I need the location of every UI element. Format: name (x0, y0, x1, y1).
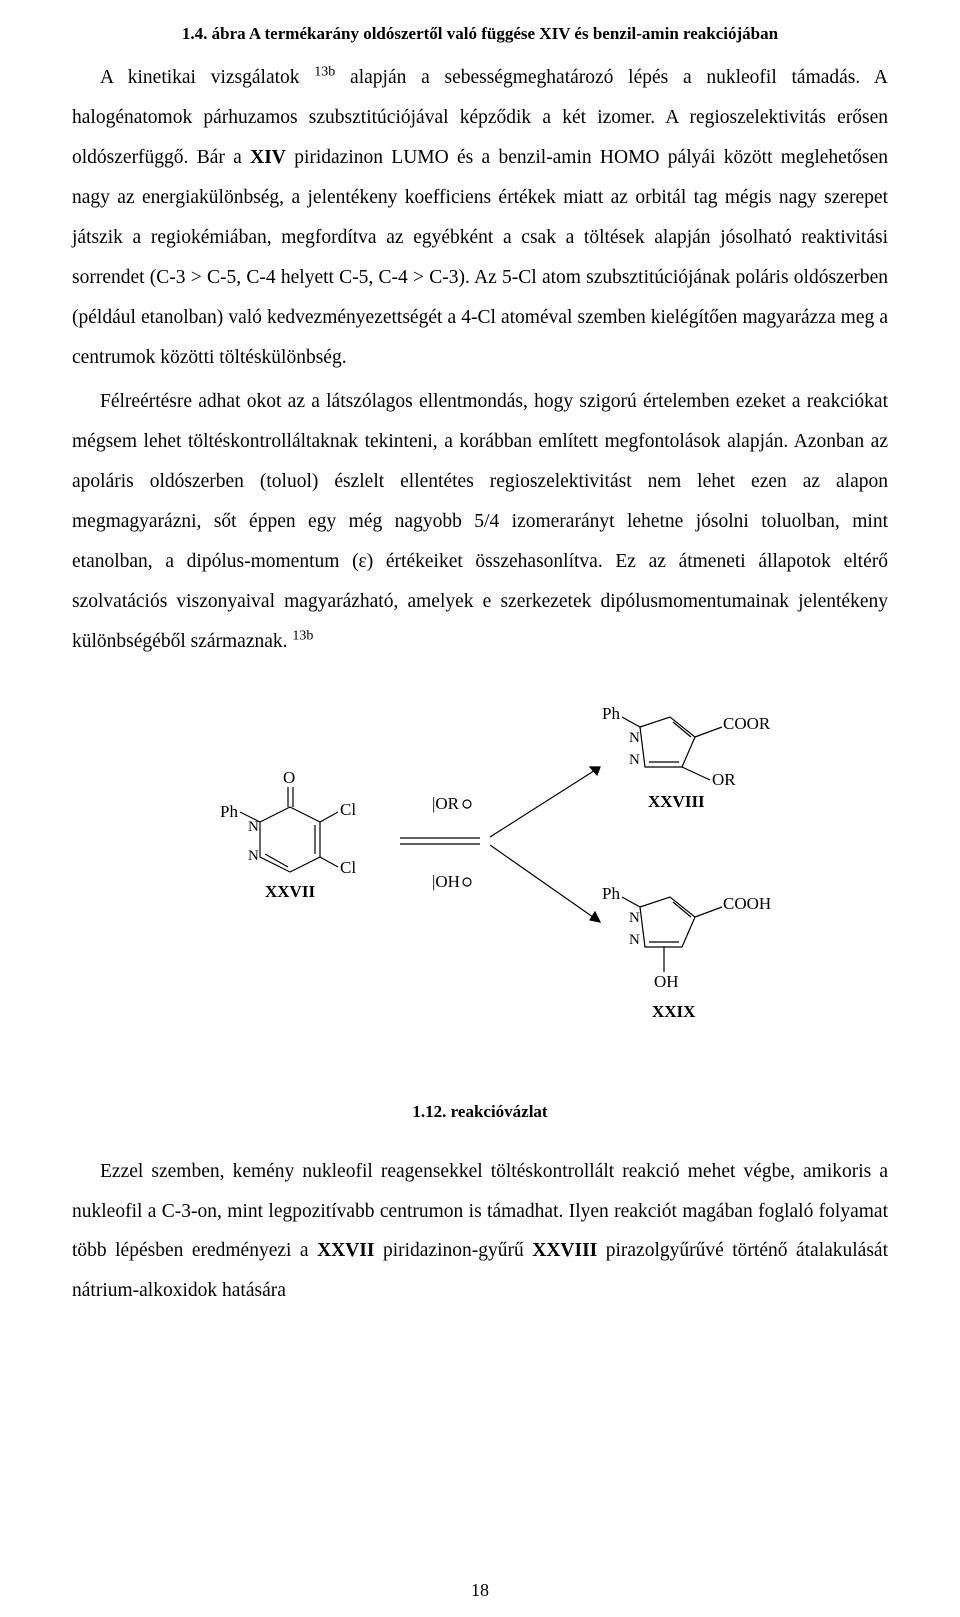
atom-cl2: Cl (340, 858, 356, 878)
atom-n-28a: N (629, 730, 640, 747)
atom-n-29b: N (629, 932, 640, 949)
atom-n-29a: N (629, 910, 640, 927)
label-xxviii: XXVIII (648, 792, 705, 812)
figure-caption-top: 1.4. ábra A termékarány oldószertől való… (72, 24, 888, 44)
atom-ph-29: Ph (602, 884, 620, 904)
scheme-caption: 1.12. reakcióvázlat (72, 1102, 888, 1122)
atom-cl1: Cl (340, 800, 356, 820)
atom-ph-xxvii: Ph (220, 802, 238, 822)
label-xxvii: XXVII (265, 882, 315, 902)
paragraph-2: Félreértésre adhat okot az a látszólagos… (72, 382, 888, 662)
atom-n-28b: N (629, 752, 640, 769)
label-xxix: XXIX (652, 1002, 695, 1022)
branch-arrows (490, 767, 600, 922)
mol-xxviii (622, 717, 722, 780)
reagent-oh: |OH (432, 872, 460, 892)
atom-o-xxvii: O (283, 768, 295, 788)
paragraph-1: A kinetikai vizsgálatok 13b alapján a se… (72, 58, 888, 378)
atom-n2: N (248, 848, 259, 865)
atom-or-28: OR (712, 770, 736, 790)
paragraph-3: Ezzel szemben, kemény nukleofil reagense… (72, 1152, 888, 1312)
atom-cooh: COOH (723, 894, 771, 914)
reagent-or: |OR (432, 794, 459, 814)
atom-coor: COOR (723, 714, 770, 734)
page: 1.4. ábra A termékarány oldószertől való… (0, 0, 960, 1617)
scheme-svg (170, 672, 790, 1092)
atom-ph-28: Ph (602, 704, 620, 724)
reaction-scheme: Ph O Cl Cl N N |OR |OH Ph COOR OR N N Ph… (170, 672, 790, 1092)
atom-oh-29: OH (654, 972, 679, 992)
atom-n1: N (248, 819, 259, 836)
page-number: 18 (0, 1580, 960, 1601)
